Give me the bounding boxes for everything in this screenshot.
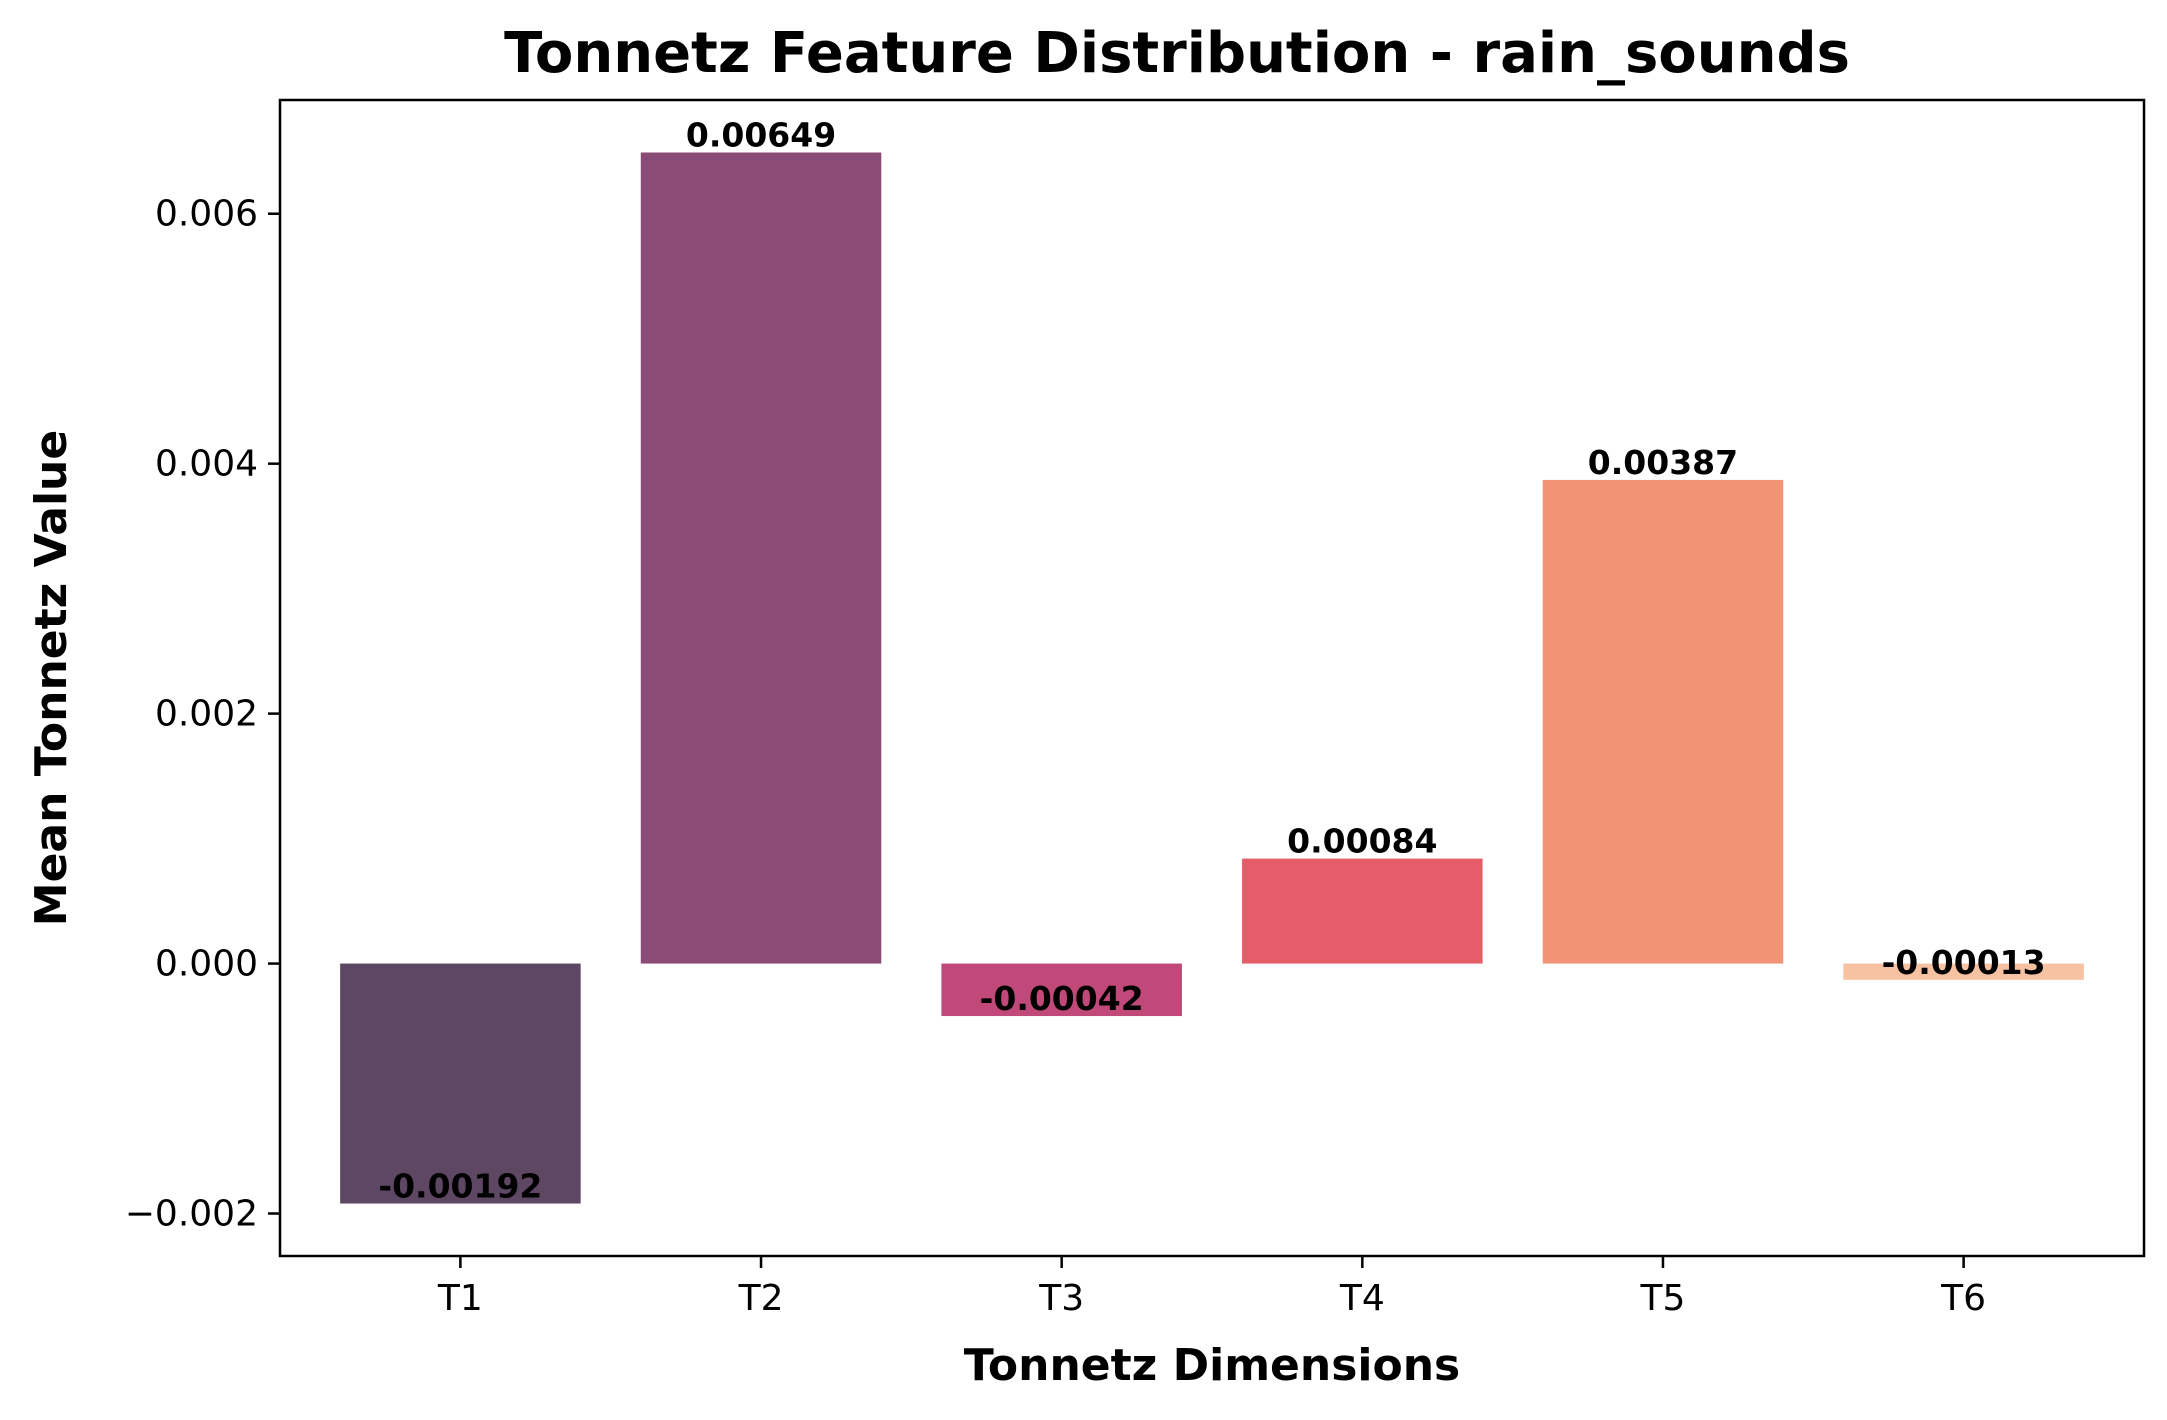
x-tick-label: T4: [1339, 1278, 1385, 1319]
y-tick-label: 0.006: [155, 194, 258, 235]
bars-group: [340, 152, 2084, 1204]
data-labels-group: -0.00192 0.00649 -0.00042 0.00084 0.00387 -0.…: [378, 115, 2045, 1205]
x-axis-label: Tonnetz Dimensions: [964, 1340, 1460, 1391]
x-tick-label: T1: [437, 1278, 483, 1319]
bar-t1: [340, 963, 581, 1204]
data-label-t6: -0.00013: [1882, 943, 2046, 982]
x-tick-label: T5: [1640, 1278, 1686, 1319]
chart-title: Tonnetz Feature Distribution - rain_soun…: [504, 21, 1850, 86]
bar-t6: [1843, 963, 2084, 980]
bar-t5: [1542, 479, 1784, 964]
y-tick-label: 0.000: [155, 944, 258, 985]
y-tick-label: 0.004: [155, 444, 258, 485]
y-axis-label: Mean Tonnetz Value: [26, 430, 77, 926]
x-tick-label: T2: [738, 1278, 784, 1319]
y-tick-label: 0.002: [155, 694, 258, 735]
x-tick-label: T3: [1038, 1278, 1084, 1319]
x-axis: T1 T2 T3 T4 T5 T6: [437, 1256, 1986, 1319]
plot-frame: [278, 98, 2146, 1258]
bar-t2: [640, 152, 882, 964]
data-label-t5: 0.00387: [1588, 443, 1738, 482]
bar-t3: [941, 963, 1182, 1017]
data-label-t4: 0.00084: [1287, 822, 1437, 861]
data-label-t2: 0.00649: [686, 115, 836, 154]
bar-t4: [1242, 858, 1483, 964]
data-label-t1: -0.00192: [378, 1167, 542, 1206]
y-tick-label: −0.002: [125, 1194, 258, 1235]
y-axis: −0.002 0.000 0.002 0.004 0.006: [125, 194, 280, 1235]
data-label-t3: -0.00042: [980, 979, 1144, 1018]
x-tick-label: T6: [1940, 1278, 1986, 1319]
